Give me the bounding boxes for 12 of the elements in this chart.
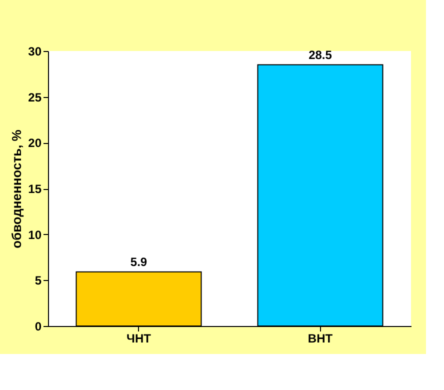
data-label: 28.5 [308,48,332,62]
y-tick-label: 0 [34,320,42,334]
y-tick-label: 15 [28,182,42,196]
y-tick-label: 30 [28,44,42,58]
y-tick-label: 10 [28,228,42,242]
y-tick-label: 20 [28,136,42,150]
data-label: 5.9 [130,254,148,269]
y-axis-title: обводненность, % [9,129,24,248]
x-tick-label: ВНТ [308,332,334,346]
x-tick-label: ЧНТ [126,332,152,346]
y-tick-label: 5 [34,274,42,288]
y-tick-label: 25 [28,90,42,104]
